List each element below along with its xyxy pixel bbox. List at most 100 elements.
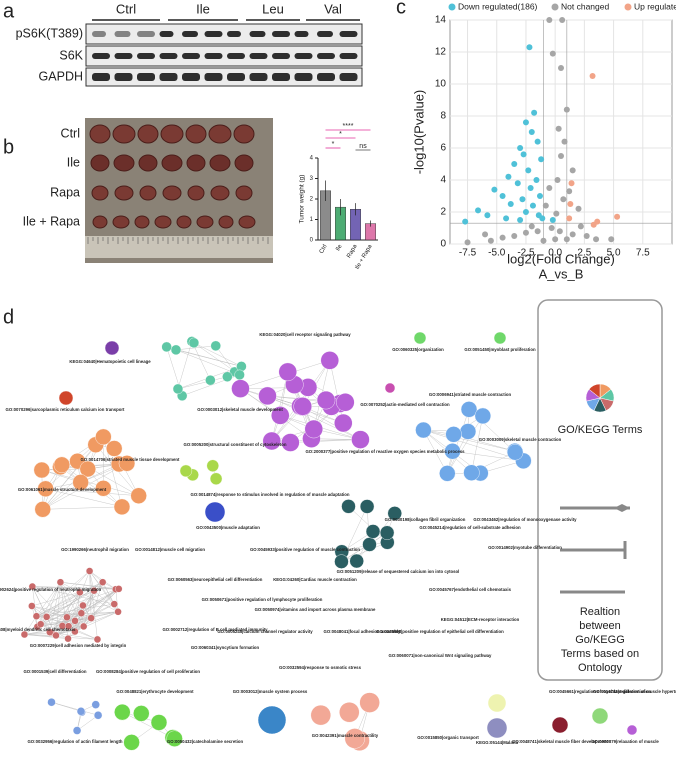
network-edge xyxy=(193,342,242,367)
point xyxy=(484,212,491,219)
blot-band xyxy=(294,73,313,81)
y-tick-label: 1 xyxy=(310,217,314,223)
point xyxy=(499,193,506,199)
term-label: GO:0030198|collagen fibril organization xyxy=(385,517,466,522)
network-node xyxy=(79,601,87,610)
network-edge xyxy=(175,345,216,351)
blot-band xyxy=(339,73,358,81)
legend-label: Not changed xyxy=(561,1,609,11)
network-node xyxy=(179,464,193,478)
network-edge xyxy=(24,592,80,635)
photo-row-label: Ctrl xyxy=(61,126,80,140)
term-label: GO:0007229|cell adhesion mediated by int… xyxy=(30,643,127,648)
network-node xyxy=(209,472,223,485)
tumor xyxy=(162,185,182,201)
term-label: GO:0070296|sarcoplasmic reticulum calciu… xyxy=(6,407,126,412)
network-node xyxy=(320,351,339,370)
x-tick-label: Ctrl xyxy=(319,244,329,255)
network-node xyxy=(53,456,71,473)
significance-label: * xyxy=(339,131,342,138)
network-edge xyxy=(447,415,484,474)
blot-band xyxy=(114,31,131,37)
point xyxy=(563,106,570,113)
network-edge xyxy=(76,715,99,731)
blot-strip xyxy=(85,23,363,45)
point xyxy=(608,236,615,243)
network-node xyxy=(387,506,402,521)
y-tick-label: 10 xyxy=(435,79,447,90)
network-edge xyxy=(49,592,81,633)
network-node xyxy=(188,337,200,349)
tumor xyxy=(186,154,206,172)
network-edge xyxy=(89,571,98,640)
network-node xyxy=(626,724,638,736)
significance-label: * xyxy=(332,141,335,148)
point xyxy=(519,196,526,203)
network-edge xyxy=(36,582,61,617)
point xyxy=(614,213,621,220)
network-edge xyxy=(32,586,119,590)
legend-edge-label: Ontology xyxy=(578,662,623,674)
network-edge xyxy=(61,464,123,507)
term-label: GO:0060341|syncytium formation xyxy=(191,645,260,650)
network-edge xyxy=(36,570,90,617)
network-node xyxy=(460,401,478,418)
term-label: GO:0032956|regulation of actin filament … xyxy=(27,739,122,744)
network-node xyxy=(236,361,247,372)
tumor xyxy=(218,215,234,229)
network-node xyxy=(79,622,88,631)
blot-band xyxy=(137,73,155,81)
blot-band xyxy=(137,31,155,37)
network-node xyxy=(42,613,51,621)
network-node xyxy=(76,588,84,597)
y-tick-label: 8 xyxy=(440,111,446,122)
blot-strip xyxy=(85,45,363,67)
point xyxy=(528,129,535,135)
term-label: GO:0032594|response to osmotic stress xyxy=(279,665,362,670)
network-node xyxy=(130,487,147,504)
network-node xyxy=(63,613,71,621)
y-tick-label: 4 xyxy=(310,156,314,162)
network-edge xyxy=(46,590,95,618)
network-node xyxy=(415,421,432,439)
network-node xyxy=(170,344,182,356)
network-node xyxy=(413,331,427,345)
tumor xyxy=(196,215,214,229)
network-edge xyxy=(49,582,61,633)
network-node xyxy=(98,578,107,586)
y-tick-label: 4 xyxy=(440,175,446,186)
point xyxy=(520,151,527,158)
significance-label: **** xyxy=(343,123,354,130)
network-edge xyxy=(74,611,119,622)
y-tick-label: 2 xyxy=(440,207,446,218)
point xyxy=(569,167,576,174)
term-label: GO:0050432|catecholamine secretion xyxy=(167,739,244,744)
network-edge xyxy=(90,582,103,619)
point xyxy=(566,188,573,195)
network-edge xyxy=(36,590,95,617)
tumor xyxy=(187,185,205,201)
blot-band xyxy=(204,73,223,81)
blot-band xyxy=(317,73,335,81)
network-node xyxy=(257,705,287,735)
network-node xyxy=(439,465,456,482)
tumor xyxy=(92,215,108,229)
network-edge xyxy=(93,590,119,612)
x-axis-subtitle: A_vs_B xyxy=(539,266,584,281)
network-node xyxy=(359,692,380,713)
network-edge xyxy=(24,634,69,639)
blot-band xyxy=(92,31,106,37)
point xyxy=(556,228,563,235)
term-label: GO:0043462|regulation of monooxygenase a… xyxy=(473,517,577,522)
y-axis-title: Tumor weight (g) xyxy=(299,175,306,224)
term-label: GO:0060325|organization xyxy=(392,347,444,352)
x-tick-label: 5.0 xyxy=(607,248,621,259)
network-edge xyxy=(471,415,484,473)
legend-swatch xyxy=(448,3,456,11)
network-node xyxy=(293,397,312,416)
point xyxy=(549,50,556,57)
point xyxy=(540,237,547,244)
significance-label: ns xyxy=(359,143,367,150)
network-edge xyxy=(60,582,84,606)
blot-band xyxy=(182,31,198,37)
